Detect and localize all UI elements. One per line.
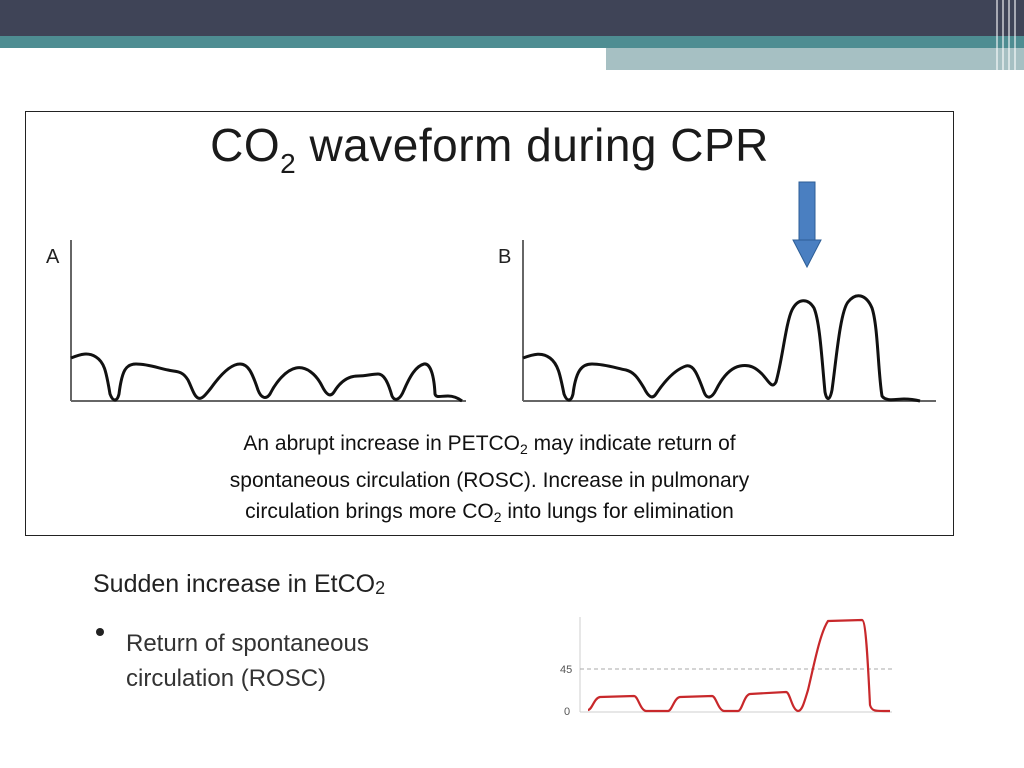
mini-chart-label-45: 45 xyxy=(560,664,572,676)
header-decor-lines xyxy=(992,0,1024,70)
panel-a-axes xyxy=(70,240,466,402)
header-band-dark xyxy=(0,0,1024,36)
panel-b-axes xyxy=(522,240,936,402)
panel-a-label: A xyxy=(46,246,60,268)
etco2-mini-chart: 45 0 xyxy=(560,617,892,718)
panel-a-waveform xyxy=(70,352,463,403)
panel-b-label: B xyxy=(498,246,512,268)
panel-b-waveform xyxy=(522,294,921,403)
mini-chart-waveform xyxy=(587,618,891,713)
mini-chart-label-0: 0 xyxy=(564,706,570,718)
rosc-arrow xyxy=(792,181,822,269)
header-band-light xyxy=(606,48,1024,70)
capnography-figure: CO2 waveform during CPR A B An abrupt in… xyxy=(25,111,954,536)
header-band-divider xyxy=(0,48,606,50)
figure-caption: An abrupt increase in PETCO2 may indicat… xyxy=(229,432,750,525)
slide-heading: Sudden increase in EtCO2 xyxy=(93,570,386,598)
bullet-text: Return of spontaneous circulation (ROSC) xyxy=(126,630,369,692)
waveform-diagram xyxy=(70,181,936,403)
figure-title: CO2 waveform during CPR xyxy=(210,119,769,179)
header-band-teal xyxy=(0,36,1024,48)
bullet-dot xyxy=(96,628,104,636)
